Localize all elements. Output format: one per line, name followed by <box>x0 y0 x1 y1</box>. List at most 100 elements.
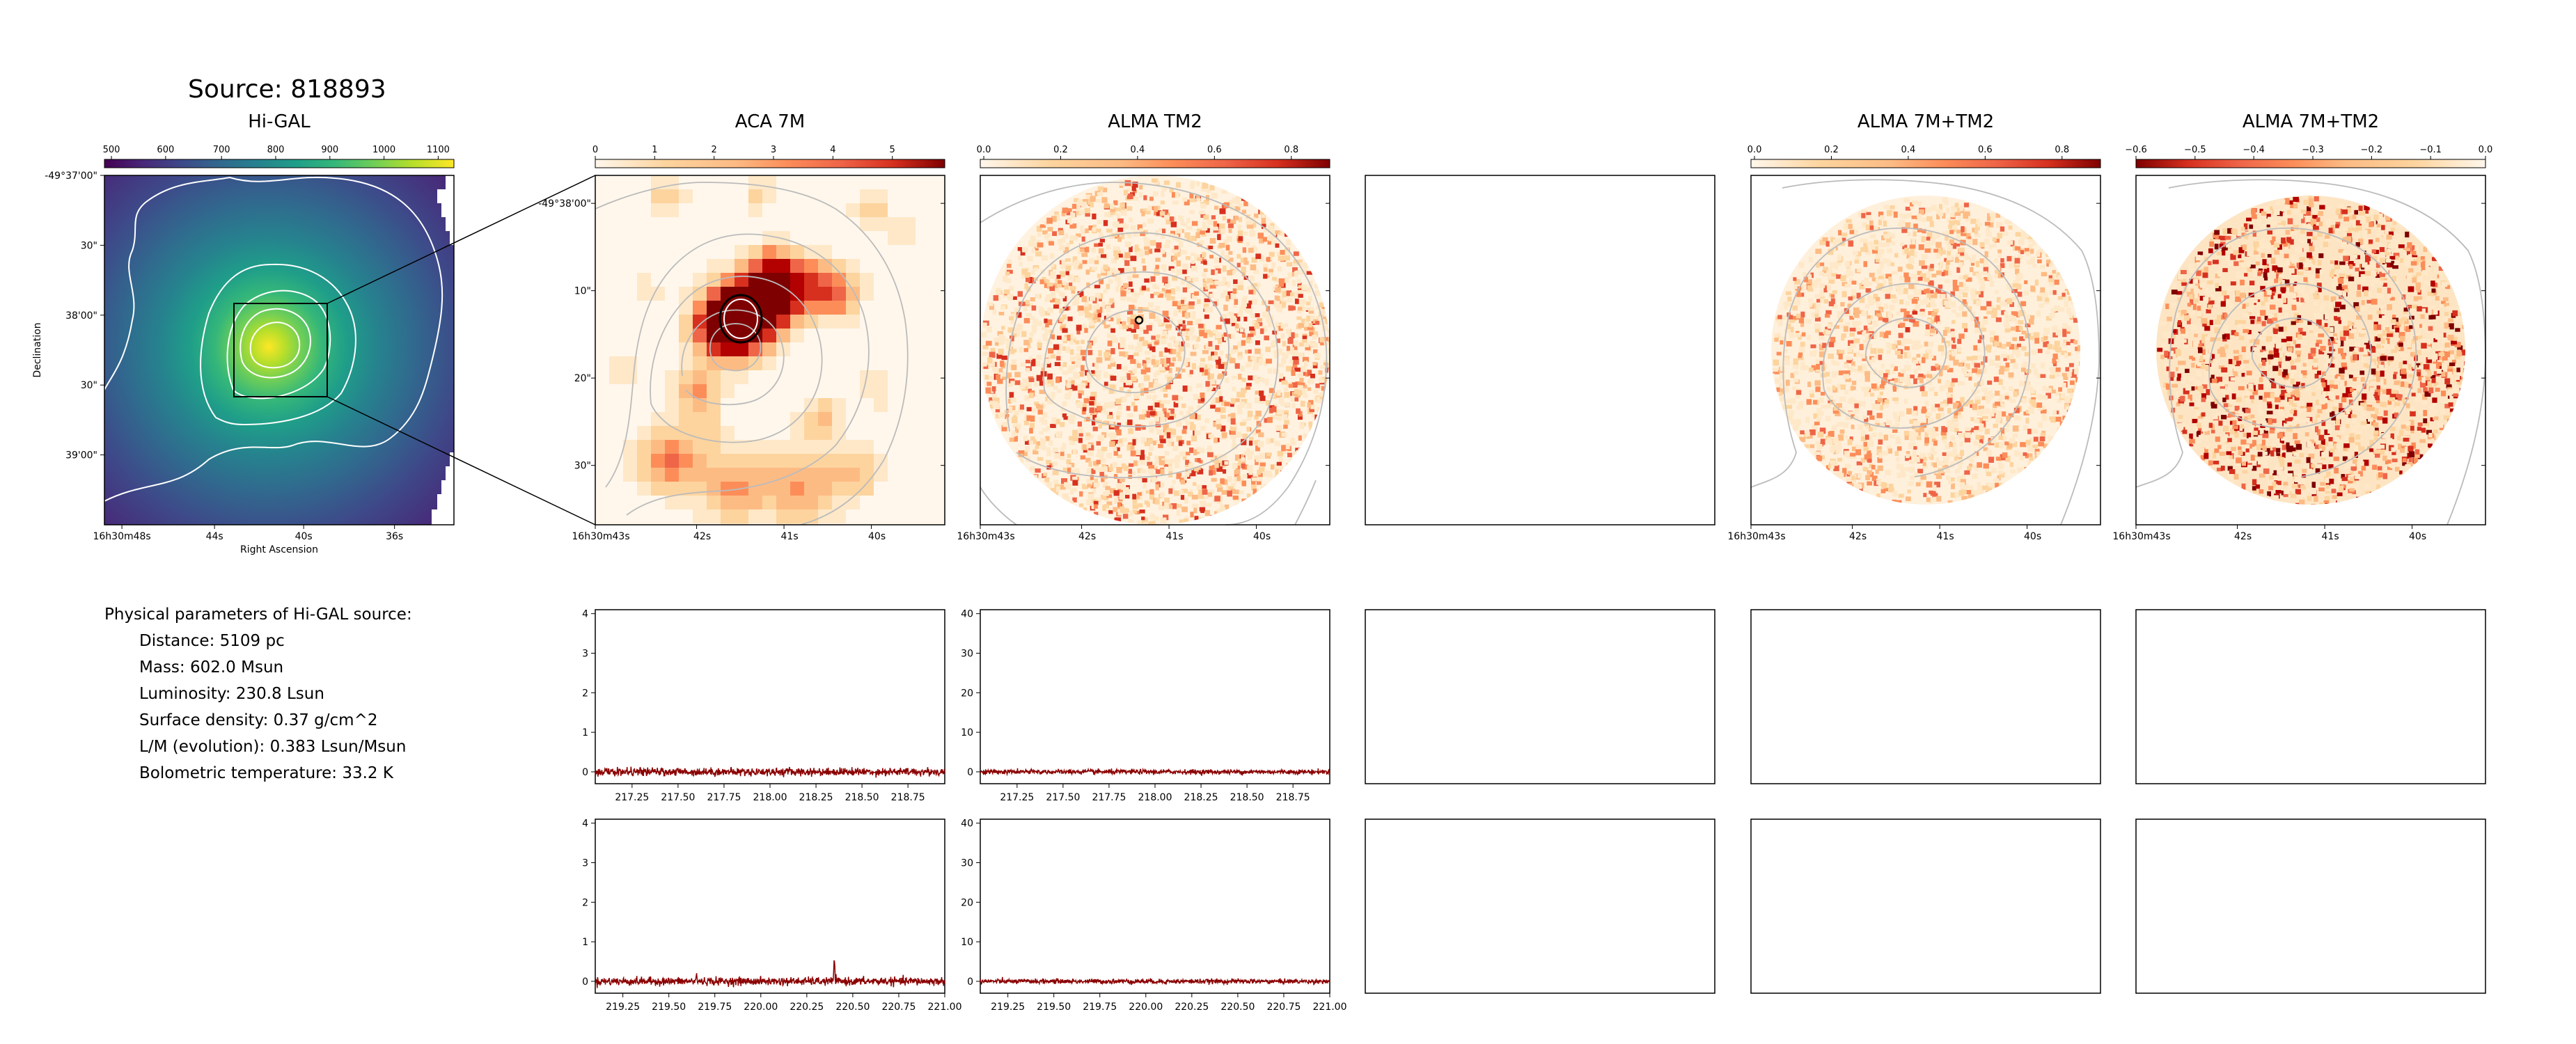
noise-pixel <box>2004 311 2009 317</box>
noise-pixel <box>1972 464 1978 468</box>
noise-pixel <box>1874 310 1881 316</box>
noise-pixel <box>1988 222 1994 228</box>
noise-pixel <box>1106 283 1110 290</box>
noise-pixel <box>1976 300 1981 306</box>
noise-pixel <box>1064 302 1069 308</box>
noise-pixel <box>1298 294 1303 298</box>
noise-pixel <box>1809 351 1814 356</box>
noise-pixel <box>1970 261 1975 266</box>
noise-pixel <box>1092 363 1097 367</box>
noise-pixel <box>1869 226 1874 230</box>
noise-pixel <box>1188 406 1194 413</box>
noise-pixel <box>1846 416 1853 420</box>
noise-pixel <box>1106 501 1113 505</box>
noise-pixel <box>1168 488 1173 494</box>
noise-pixel <box>1131 402 1136 406</box>
noise-pixel <box>2402 258 2406 264</box>
noise-pixel <box>2062 416 2068 421</box>
noise-pixel <box>1851 446 1856 452</box>
noise-pixel <box>1214 496 1220 502</box>
noise-pixel <box>1148 322 1154 327</box>
noise-pixel <box>1131 376 1137 382</box>
noise-pixel <box>1071 261 1077 266</box>
noise-pixel <box>1880 422 1885 427</box>
noise-pixel <box>2036 295 2043 301</box>
noise-pixel <box>1122 321 1126 326</box>
noise-pixel <box>2054 279 2059 285</box>
noise-pixel <box>1977 339 1982 344</box>
noise-pixel <box>2422 429 2427 436</box>
noise-pixel <box>1056 356 1061 361</box>
noise-pixel <box>1181 331 1187 336</box>
noise-pixel <box>1069 462 1075 468</box>
noise-pixel <box>1271 340 1278 347</box>
noise-pixel <box>1931 408 1936 412</box>
noise-pixel <box>1295 393 1301 398</box>
noise-pixel <box>1968 464 1972 468</box>
noise-pixel <box>1819 332 1825 338</box>
noise-pixel <box>1832 342 1837 347</box>
noise-pixel <box>1016 324 1023 331</box>
noise-pixel <box>1026 273 1030 279</box>
noise-pixel <box>1146 411 1151 418</box>
noise-pixel <box>2027 460 2032 466</box>
noise-pixel <box>1264 380 1269 386</box>
noise-pixel <box>1908 294 1914 301</box>
noise-pixel <box>1140 369 1147 374</box>
noise-pixel <box>1079 243 1086 248</box>
noise-pixel <box>1230 313 1234 317</box>
noise-pixel <box>1269 251 1275 258</box>
noise-pixel <box>1258 322 1263 326</box>
noise-pixel <box>1304 326 1309 331</box>
noise-pixel <box>1225 377 1230 383</box>
noise-pixel <box>1176 260 1181 267</box>
noise-pixel <box>1115 398 1122 405</box>
noise-pixel <box>1947 251 1951 255</box>
noise-pixel <box>1263 227 1268 232</box>
noise-pixel <box>1077 291 1084 297</box>
aca-pixel <box>651 189 665 203</box>
noise-pixel <box>2066 341 2071 346</box>
noise-pixel <box>2006 255 2013 262</box>
noise-pixel <box>1309 426 1314 432</box>
noise-pixel <box>1319 392 1326 397</box>
aca-pixel <box>707 398 721 412</box>
noise-pixel <box>1870 348 1877 354</box>
noise-pixel <box>2064 352 2068 358</box>
noise-pixel <box>1182 263 1188 269</box>
noise-pixel <box>2001 434 2006 438</box>
noise-pixel <box>1782 315 1787 321</box>
aca-pixel <box>651 287 665 301</box>
noise-pixel <box>1812 303 1817 309</box>
noise-pixel <box>1009 437 1015 442</box>
noise-pixel <box>1129 383 1133 388</box>
noise-pixel <box>1267 239 1272 245</box>
noise-pixel <box>1298 390 1303 396</box>
noise-pixel <box>1068 282 1073 286</box>
noise-pixel <box>1108 510 1113 514</box>
noise-pixel <box>1925 324 1930 330</box>
noise-pixel <box>1950 381 1955 387</box>
noise-pixel <box>1918 359 1923 364</box>
noise-pixel <box>1844 370 1851 376</box>
noise-pixel <box>1986 219 1991 224</box>
noise-pixel <box>1196 198 1201 202</box>
aca-pixel <box>707 454 721 468</box>
noise-pixel <box>2017 255 2023 259</box>
noise-pixel <box>1887 312 1892 318</box>
aca-pixel <box>665 398 679 412</box>
noise-pixel <box>1977 372 1981 377</box>
noise-pixel <box>1182 454 1187 460</box>
noise-pixel <box>1859 401 1866 407</box>
noise-pixel <box>1117 214 1121 219</box>
noise-pixel <box>1067 454 1071 458</box>
noise-pixel <box>2061 350 2067 356</box>
noise-pixel <box>1161 330 1168 336</box>
noise-pixel <box>1051 417 1056 424</box>
aca-pixel <box>762 440 776 454</box>
noise-pixel <box>1094 504 1098 509</box>
noise-pixel <box>2036 451 2041 457</box>
noise-pixel <box>1874 480 1878 487</box>
noise-pixel <box>2359 210 2365 216</box>
noise-pixel <box>1253 213 1259 219</box>
